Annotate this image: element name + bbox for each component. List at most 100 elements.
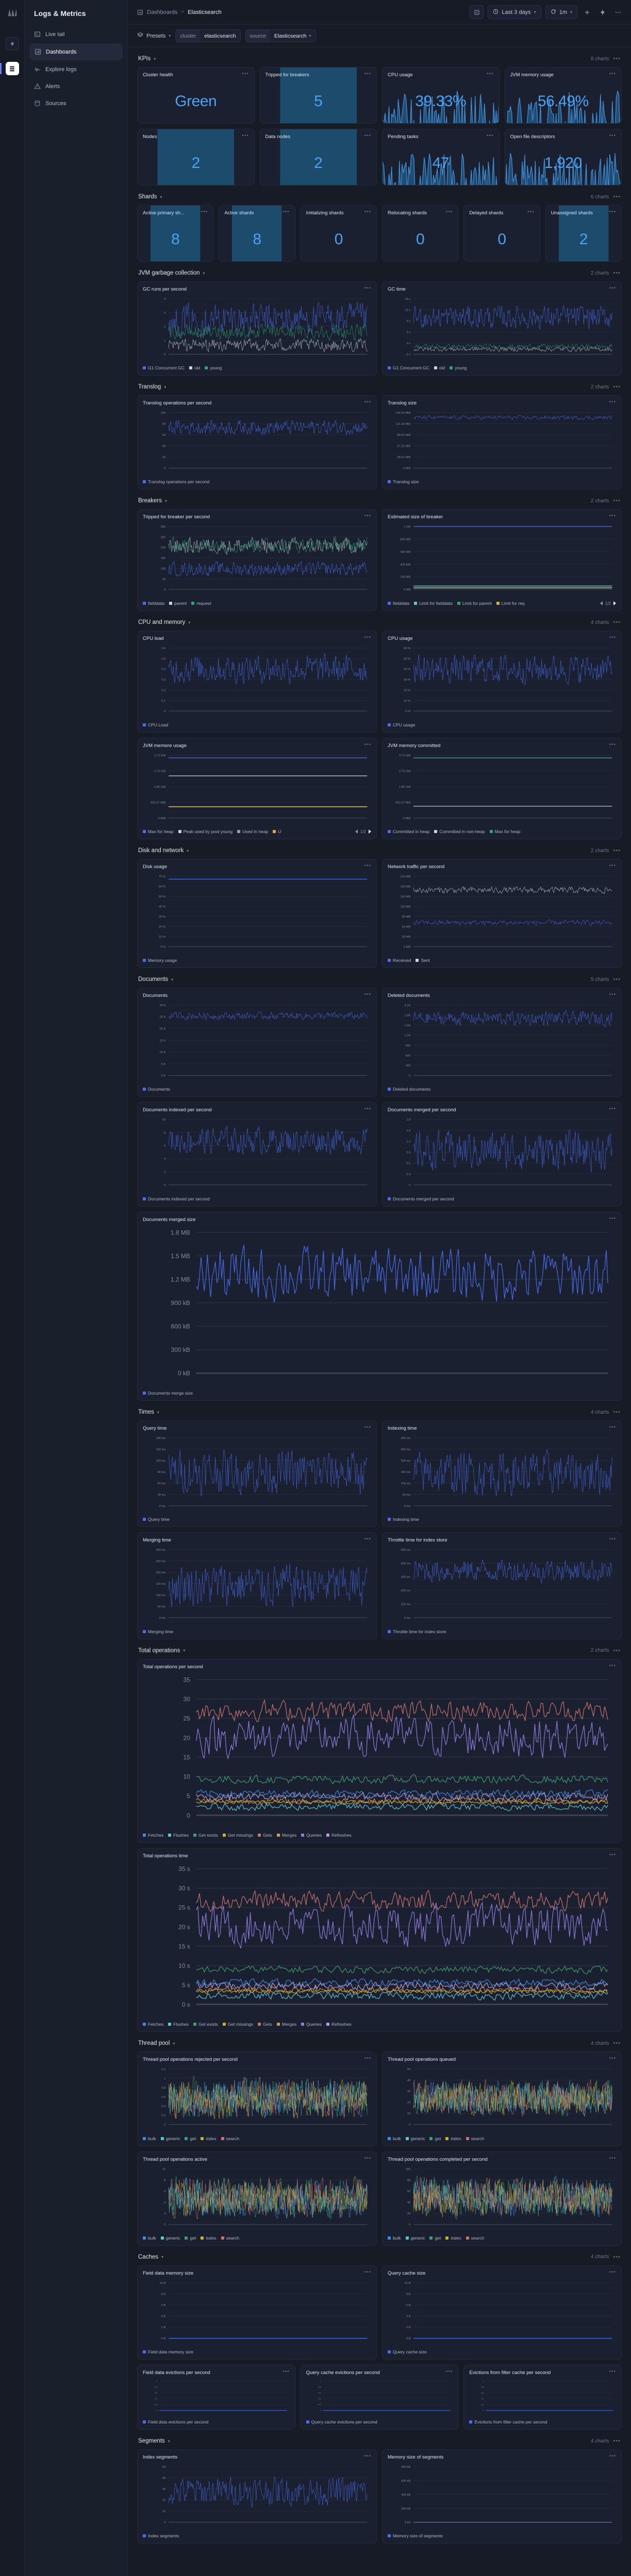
card-more-icon[interactable]: ••• (609, 209, 616, 215)
chart-card-disk-usage[interactable]: Disk usage ••• 0 % 10 % 20 % 30 % 40 % 50 % 60… (137, 859, 377, 969)
sidebar-item-alerts[interactable]: Alerts (30, 79, 122, 94)
legend-item[interactable]: get (185, 2136, 196, 2141)
legend-item[interactable]: generic (160, 2136, 180, 2141)
legend-item[interactable]: old (434, 365, 445, 370)
filter-chip-source[interactable]: source Elasticsearch ▾ (245, 29, 316, 42)
shard-card-1[interactable]: Active shards ••• 8 (219, 205, 295, 262)
chart-card-evictions-filter[interactable]: Evictions from filter cache per second •… (463, 2365, 622, 2430)
legend-item[interactable]: CPU Load (143, 722, 168, 727)
legend-item[interactable]: Sent (416, 958, 430, 963)
section-more-icon[interactable]: ••• (613, 1647, 621, 1654)
section-title[interactable]: Breakers ▾ (138, 498, 167, 504)
legend-item[interactable]: Deleted documents (388, 1087, 430, 1092)
section-title[interactable]: Shards ▾ (138, 194, 162, 200)
chart-card-documents-indexed[interactable]: Documents indexed per second ••• 0 2 4 6 8 10… (137, 1102, 377, 1207)
legend-item[interactable]: Merges (276, 1833, 296, 1838)
chart-card-breaker-tripped[interactable]: Tripped for breaker per second ••• 0 50 10… (137, 509, 377, 612)
section-more-icon[interactable]: ••• (613, 56, 621, 62)
chart-card-tp-queued[interactable]: Thread pool operations queued ••• 0 10 20 3… (382, 2052, 622, 2146)
legend-item[interactable]: Received (388, 958, 411, 963)
bolt-button[interactable] (597, 9, 608, 16)
legend-item[interactable]: Documents indexed per second (143, 1196, 210, 1201)
presets-dropdown[interactable]: Presets ▾ (137, 32, 171, 40)
legend-item[interactable]: index (445, 2136, 461, 2141)
card-more-icon[interactable]: ••• (609, 71, 616, 77)
rail-bolt-icon[interactable] (5, 37, 19, 50)
legend-item[interactable]: Memory size of segments (388, 2533, 443, 2538)
section-title[interactable]: CPU and memory ▾ (138, 619, 190, 625)
section-title[interactable]: Caches ▾ (138, 2254, 163, 2260)
kpi-card-3[interactable]: JVM memory usage ••• 56.49% (504, 67, 622, 124)
time-range-picker[interactable]: Last 3 days ▾ (488, 5, 541, 19)
legend-item[interactable]: search (221, 2136, 239, 2141)
chart-card-total-ops-sec[interactable]: Total operations per second ••• 0 5 10 15 20… (137, 1658, 622, 1843)
rail-logs-metrics-icon[interactable] (5, 62, 19, 75)
legend-item[interactable]: get (429, 2235, 441, 2241)
legend-item[interactable]: Flushes (168, 1833, 189, 1838)
legend-pager[interactable]: 1/2 (600, 601, 616, 606)
legend-item[interactable]: Evictions from filter cache per second (469, 2419, 547, 2425)
section-title[interactable]: Documents ▾ (138, 976, 173, 982)
card-more-icon[interactable]: ••• (364, 2056, 371, 2062)
card-more-icon[interactable]: ••• (364, 2453, 371, 2460)
chart-card-documents[interactable]: Documents ••• 0 K 5 K 10 K 15 K 20 K 25 K 30 K… (137, 988, 377, 1097)
chart-card-documents-merged[interactable]: Documents merged per second ••• 0 0.3 0.6 0… (382, 1102, 622, 1207)
chart-card-translog-ops[interactable]: Translog operations per second ••• 0 20 40… (137, 395, 377, 490)
chart-card-fielddata-evict[interactable]: Field data evictions per second ••• 0 0.2… (137, 2365, 295, 2430)
filter-chip-cluster[interactable]: cluster elasticsearch (175, 29, 241, 42)
chart-card-indexing-time[interactable]: Indexing time ••• 0 ms 50 ms 100 ms 150 ms 2… (382, 1420, 622, 1528)
card-more-icon[interactable]: ••• (609, 992, 616, 998)
legend-item[interactable]: Get exists (193, 2022, 218, 2027)
legend-item[interactable]: generic (405, 2136, 425, 2141)
legend-item[interactable]: generic (160, 2235, 180, 2241)
legend-item[interactable]: Translog size (388, 479, 419, 484)
card-more-icon[interactable]: ••• (609, 285, 616, 291)
fullscreen-button[interactable] (470, 5, 484, 19)
card-more-icon[interactable]: ••• (364, 399, 371, 405)
legend-item[interactable]: index (201, 2235, 217, 2241)
legend-item[interactable]: Max for heap (143, 829, 174, 834)
sidebar-item-dashboards[interactable]: Dashboards (30, 44, 122, 60)
refresh-interval-picker[interactable]: 1m ▾ (545, 5, 577, 19)
card-more-icon[interactable]: ••• (486, 133, 494, 139)
card-more-icon[interactable]: ••• (364, 635, 371, 641)
kpi-card-6[interactable]: Pending tasks ••• 47 (382, 129, 500, 185)
card-more-icon[interactable]: ••• (283, 209, 290, 215)
chart-card-query-time[interactable]: Query time ••• 0 ms 30 ms 60 ms 90 ms 120 ms… (137, 1420, 377, 1528)
legend-item[interactable]: search (466, 2136, 484, 2141)
legend-item[interactable]: G1 Concurrent GC (388, 365, 429, 370)
card-more-icon[interactable]: ••• (364, 2269, 371, 2275)
card-more-icon[interactable]: ••• (364, 285, 371, 291)
add-button[interactable] (582, 9, 593, 16)
card-more-icon[interactable]: ••• (201, 209, 208, 215)
chevron-right-icon[interactable] (613, 601, 616, 606)
legend-item[interactable]: Merges (276, 2022, 296, 2027)
legend-item[interactable]: Peak used by pool young (178, 829, 233, 834)
card-more-icon[interactable]: ••• (609, 2056, 616, 2062)
card-more-icon[interactable]: ••• (364, 71, 371, 77)
legend-item[interactable]: Indexing time (388, 1517, 419, 1522)
section-more-icon[interactable]: ••• (613, 848, 621, 854)
chart-card-network-traffic[interactable]: Network traffic per second ••• 0 MB 30 MB… (382, 859, 622, 969)
section-more-icon[interactable]: ••• (613, 976, 621, 983)
chart-card-translog-size[interactable]: Translog size ••• 0 MiB 28.61 MiB 57.22 Mi… (382, 395, 622, 490)
chart-card-tp-completed[interactable]: Thread pool operations completed per sec… (382, 2151, 622, 2246)
shard-card-2[interactable]: Initializing shards ••• 0 (300, 205, 377, 262)
kpi-card-7[interactable]: Open file descriptors ••• 1,920 (504, 129, 622, 185)
chart-card-total-ops-time[interactable]: Total operations time ••• 0 s 5 s 10 s 15 s… (137, 1848, 622, 2032)
legend-item[interactable]: Fetches (143, 2022, 163, 2027)
legend-item[interactable]: Index segments (143, 2533, 179, 2538)
kpi-card-5[interactable]: Data nodes ••• 2 (259, 129, 377, 185)
chart-card-index-segments[interactable]: Index segments ••• 0 10 20 30 40 50 Index seg… (137, 2449, 377, 2544)
legend-item[interactable]: request (191, 601, 211, 606)
legend-item[interactable]: Refreshes (326, 1833, 352, 1838)
shard-card-3[interactable]: Relocating shards ••• 0 (381, 205, 459, 262)
legend-item[interactable]: Merging time (143, 1629, 173, 1634)
card-more-icon[interactable]: ••• (364, 2155, 371, 2161)
card-more-icon[interactable]: ••• (609, 2269, 616, 2275)
legend-item[interactable]: Flushes (168, 2022, 189, 2027)
shard-card-0[interactable]: Active primary sh... ••• 8 (137, 205, 214, 262)
chart-card-throttle-time[interactable]: Throttle time for index store ••• 0 ms 10… (382, 1532, 622, 1639)
legend-item[interactable]: Query cache evictions per second (306, 2419, 377, 2425)
card-more-icon[interactable]: ••• (241, 71, 249, 77)
